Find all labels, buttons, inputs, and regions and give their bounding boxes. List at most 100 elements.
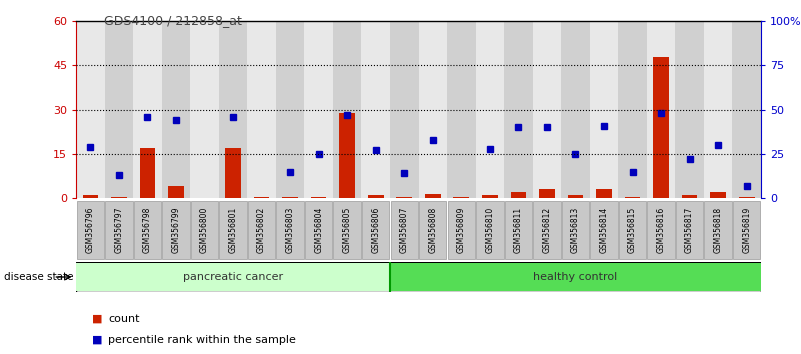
FancyBboxPatch shape xyxy=(733,201,760,259)
Text: ■: ■ xyxy=(92,314,103,324)
Bar xyxy=(396,197,412,198)
Bar xyxy=(133,21,162,198)
FancyBboxPatch shape xyxy=(390,263,761,291)
Text: GSM356814: GSM356814 xyxy=(599,207,609,253)
Text: GSM356807: GSM356807 xyxy=(400,207,409,253)
Text: GSM356806: GSM356806 xyxy=(371,207,380,253)
FancyBboxPatch shape xyxy=(704,201,732,259)
Bar xyxy=(704,21,732,198)
Bar xyxy=(390,21,418,198)
Text: disease state: disease state xyxy=(4,272,74,282)
FancyBboxPatch shape xyxy=(219,201,247,259)
Text: GSM356803: GSM356803 xyxy=(286,207,295,253)
Bar xyxy=(191,21,219,198)
Bar xyxy=(276,21,304,198)
Text: GSM356808: GSM356808 xyxy=(429,207,437,253)
Text: pancreatic cancer: pancreatic cancer xyxy=(183,272,283,282)
Bar xyxy=(654,57,669,198)
Text: ■: ■ xyxy=(92,335,103,345)
Text: GSM356800: GSM356800 xyxy=(200,207,209,253)
Bar xyxy=(568,195,583,198)
FancyBboxPatch shape xyxy=(647,201,674,259)
Bar xyxy=(447,21,476,198)
Text: GSM356796: GSM356796 xyxy=(86,207,95,253)
Text: GSM356816: GSM356816 xyxy=(657,207,666,253)
Bar xyxy=(311,197,327,198)
Text: healthy control: healthy control xyxy=(533,272,618,282)
FancyBboxPatch shape xyxy=(419,201,446,259)
FancyBboxPatch shape xyxy=(448,201,475,259)
FancyBboxPatch shape xyxy=(276,201,304,259)
Bar xyxy=(340,113,355,198)
Text: GDS4100 / 212858_at: GDS4100 / 212858_at xyxy=(104,14,242,27)
FancyBboxPatch shape xyxy=(134,201,161,259)
Text: count: count xyxy=(108,314,139,324)
Bar xyxy=(83,195,99,198)
Bar xyxy=(533,21,562,198)
FancyBboxPatch shape xyxy=(391,201,418,259)
Text: GSM356798: GSM356798 xyxy=(143,207,152,253)
Bar xyxy=(162,21,190,198)
Bar xyxy=(590,21,618,198)
Bar xyxy=(510,192,526,198)
Bar xyxy=(646,21,675,198)
Bar xyxy=(539,189,555,198)
Bar xyxy=(618,21,646,198)
Text: GSM356805: GSM356805 xyxy=(343,207,352,253)
Bar xyxy=(333,21,361,198)
Text: GSM356810: GSM356810 xyxy=(485,207,494,253)
Bar xyxy=(625,197,640,198)
FancyBboxPatch shape xyxy=(619,201,646,259)
FancyBboxPatch shape xyxy=(562,201,590,259)
FancyBboxPatch shape xyxy=(476,201,504,259)
FancyBboxPatch shape xyxy=(77,201,104,259)
Bar xyxy=(482,195,497,198)
FancyBboxPatch shape xyxy=(590,201,618,259)
Text: GSM356802: GSM356802 xyxy=(257,207,266,253)
Text: GSM356809: GSM356809 xyxy=(457,207,466,253)
Bar xyxy=(225,148,241,198)
Text: GSM356797: GSM356797 xyxy=(115,207,123,253)
Text: GSM356819: GSM356819 xyxy=(743,207,751,253)
Bar xyxy=(476,21,504,198)
Bar xyxy=(739,197,755,198)
Bar xyxy=(682,195,698,198)
Bar xyxy=(76,21,105,198)
FancyBboxPatch shape xyxy=(676,201,703,259)
FancyBboxPatch shape xyxy=(333,201,361,259)
Bar xyxy=(282,197,298,198)
FancyBboxPatch shape xyxy=(105,201,133,259)
Text: GSM356804: GSM356804 xyxy=(314,207,323,253)
Bar xyxy=(168,187,183,198)
FancyBboxPatch shape xyxy=(505,201,532,259)
Bar xyxy=(304,21,333,198)
Bar xyxy=(368,195,384,198)
Bar xyxy=(504,21,533,198)
Text: GSM356813: GSM356813 xyxy=(571,207,580,253)
Bar xyxy=(105,21,133,198)
Bar xyxy=(248,21,276,198)
Bar xyxy=(418,21,447,198)
FancyBboxPatch shape xyxy=(362,201,389,259)
Bar xyxy=(361,21,390,198)
Bar xyxy=(111,197,127,198)
FancyBboxPatch shape xyxy=(305,201,332,259)
Text: GSM356811: GSM356811 xyxy=(514,207,523,253)
Bar xyxy=(596,189,612,198)
FancyBboxPatch shape xyxy=(191,201,218,259)
FancyBboxPatch shape xyxy=(248,201,276,259)
FancyBboxPatch shape xyxy=(76,263,390,291)
Bar xyxy=(139,148,155,198)
Bar xyxy=(425,194,441,198)
Text: GSM356818: GSM356818 xyxy=(714,207,723,253)
Bar xyxy=(675,21,704,198)
Bar xyxy=(562,21,590,198)
Bar xyxy=(219,21,248,198)
FancyBboxPatch shape xyxy=(533,201,561,259)
Text: GSM356812: GSM356812 xyxy=(542,207,551,253)
Bar xyxy=(732,21,761,198)
Bar xyxy=(453,197,469,198)
Text: GSM356799: GSM356799 xyxy=(171,207,180,253)
FancyBboxPatch shape xyxy=(163,201,190,259)
Text: GSM356815: GSM356815 xyxy=(628,207,637,253)
